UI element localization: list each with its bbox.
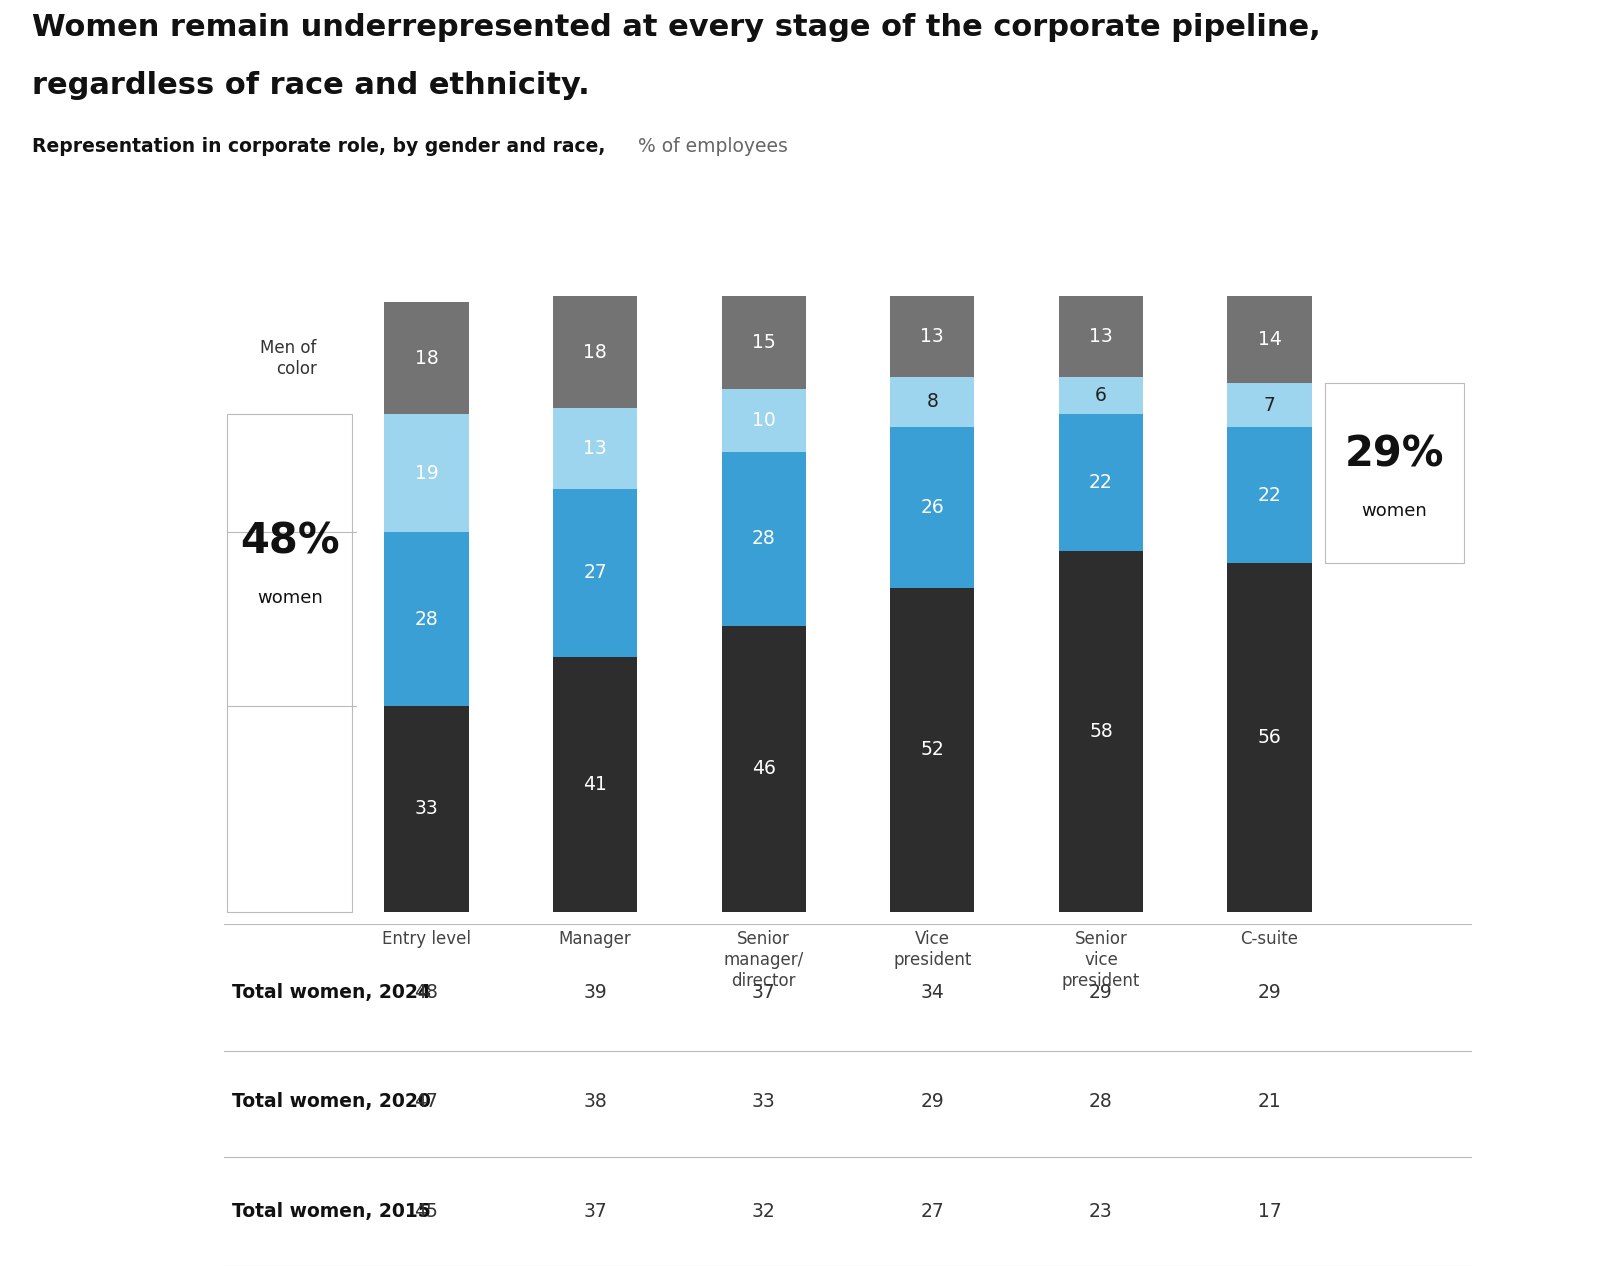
Text: Women
of color: Women of color <box>254 454 317 492</box>
Bar <box>722 296 806 390</box>
Text: 13: 13 <box>582 439 606 458</box>
Text: 33: 33 <box>752 1093 776 1112</box>
Bar <box>1227 296 1312 384</box>
FancyBboxPatch shape <box>1325 384 1464 563</box>
Bar <box>554 408 637 489</box>
Text: 38: 38 <box>582 1093 606 1112</box>
Text: 18: 18 <box>582 343 606 362</box>
Text: 23: 23 <box>1090 1201 1114 1220</box>
Text: 34: 34 <box>920 982 944 1003</box>
Text: Total women, 2020: Total women, 2020 <box>232 1093 432 1112</box>
Text: 8: 8 <box>926 392 938 411</box>
Bar <box>890 296 974 377</box>
Text: 48: 48 <box>414 982 438 1003</box>
Text: 37: 37 <box>752 982 776 1003</box>
Bar <box>890 589 974 912</box>
Bar <box>1059 377 1142 414</box>
Text: White
women: White women <box>256 600 317 639</box>
Text: 21: 21 <box>1258 1093 1282 1112</box>
Text: 37: 37 <box>582 1201 606 1220</box>
Text: 46: 46 <box>752 760 776 779</box>
Text: 27: 27 <box>582 563 606 582</box>
Text: 32: 32 <box>752 1201 776 1220</box>
Bar <box>722 625 806 912</box>
Bar <box>722 390 806 452</box>
Text: regardless of race and ethnicity.: regardless of race and ethnicity. <box>32 71 590 100</box>
Text: 10: 10 <box>752 411 776 430</box>
Text: 7: 7 <box>1264 395 1275 414</box>
Text: 22: 22 <box>1090 473 1114 492</box>
Text: Total women, 2015: Total women, 2015 <box>232 1201 430 1220</box>
Text: 41: 41 <box>582 775 606 794</box>
Bar <box>554 489 637 657</box>
Text: 29: 29 <box>1258 982 1282 1003</box>
Text: 13: 13 <box>920 327 944 346</box>
Text: 48%: 48% <box>240 520 339 562</box>
Text: Women remain underrepresented at every stage of the corporate pipeline,: Women remain underrepresented at every s… <box>32 13 1320 42</box>
Text: 45: 45 <box>414 1201 438 1220</box>
Text: women: women <box>1362 501 1427 519</box>
Bar <box>384 303 469 414</box>
Text: 22: 22 <box>1258 486 1282 505</box>
Text: 19: 19 <box>414 463 438 482</box>
Bar <box>1059 414 1142 551</box>
Bar <box>890 427 974 589</box>
Text: 28: 28 <box>1090 1093 1114 1112</box>
Bar <box>554 657 637 912</box>
Bar <box>890 377 974 427</box>
Text: 39: 39 <box>582 982 606 1003</box>
Bar <box>722 452 806 625</box>
Text: 29: 29 <box>920 1093 944 1112</box>
Text: 15: 15 <box>752 333 776 352</box>
Bar <box>554 296 637 408</box>
Text: 18: 18 <box>414 349 438 368</box>
Bar <box>1227 563 1312 912</box>
Text: 17: 17 <box>1258 1201 1282 1220</box>
Text: 13: 13 <box>1090 327 1114 346</box>
Bar <box>384 533 469 706</box>
Bar <box>384 706 469 912</box>
Text: 26: 26 <box>920 498 944 517</box>
Text: White
men: White men <box>269 790 317 828</box>
FancyBboxPatch shape <box>227 414 352 912</box>
Text: 56: 56 <box>1258 728 1282 747</box>
Text: 28: 28 <box>414 610 438 629</box>
Text: 29%: 29% <box>1344 434 1445 476</box>
Text: Representation in corporate role, by gender and race,: Representation in corporate role, by gen… <box>32 137 605 156</box>
Text: Total women, 2024: Total women, 2024 <box>232 982 432 1003</box>
Text: 27: 27 <box>920 1201 944 1220</box>
Bar <box>384 414 469 533</box>
Text: % of employees: % of employees <box>632 137 787 156</box>
Text: 33: 33 <box>414 799 438 819</box>
Bar <box>1227 427 1312 563</box>
Text: 47: 47 <box>414 1093 438 1112</box>
Text: 6: 6 <box>1094 386 1107 405</box>
Text: 52: 52 <box>920 741 944 760</box>
Text: women: women <box>258 589 323 606</box>
Bar <box>1059 296 1142 377</box>
Text: 29: 29 <box>1090 982 1114 1003</box>
Text: 28: 28 <box>752 529 776 548</box>
Text: 58: 58 <box>1090 722 1114 741</box>
Bar <box>1059 551 1142 912</box>
Text: Men of
color: Men of color <box>261 339 317 377</box>
Bar <box>1227 384 1312 427</box>
Text: 14: 14 <box>1258 330 1282 349</box>
